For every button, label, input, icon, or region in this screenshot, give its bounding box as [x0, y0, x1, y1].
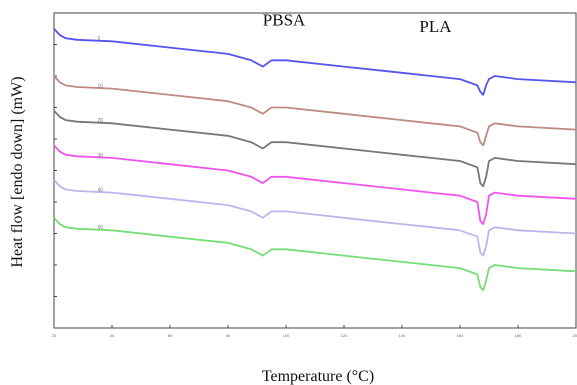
curve-labels-group: 0 10 20 30 40 50: [98, 36, 104, 231]
x-tick-label: 60: [168, 333, 173, 338]
x-tick-label: 20: [52, 333, 57, 338]
x-tick-label: 160: [457, 333, 464, 338]
series-label-40: 40: [98, 187, 104, 193]
annotation-pla: PLA: [419, 17, 452, 36]
series-label-0: 0: [98, 36, 101, 42]
x-tick-label: 180: [515, 333, 522, 338]
series-label-20: 20: [98, 118, 104, 124]
series-line-20: [53, 110, 577, 188]
annotation-pbsa: PBSA: [263, 11, 306, 30]
series-label-50: 50: [98, 225, 104, 231]
plot-frame: [53, 12, 577, 329]
curves-group: [53, 28, 577, 292]
series-line-10: [53, 75, 577, 147]
series-line-50: [53, 217, 577, 292]
x-tick-label: 40: [110, 333, 115, 338]
series-line-40: [53, 179, 577, 257]
series-line-30: [53, 144, 577, 225]
series-label-10: 10: [98, 83, 104, 89]
x-tick-label: 80: [226, 333, 231, 338]
series-line-0: [53, 28, 577, 96]
x-axis-label: Temperature (°C): [262, 368, 374, 385]
x-tick-label: 140: [399, 333, 406, 338]
series-label-30: 30: [98, 153, 104, 159]
x-tick-label: 200: [573, 333, 577, 338]
x-tick-label: 120: [341, 333, 348, 338]
x-tick-label: 100: [283, 333, 290, 338]
y-axis-label: Heat flow [endo down] (mW): [9, 76, 26, 267]
